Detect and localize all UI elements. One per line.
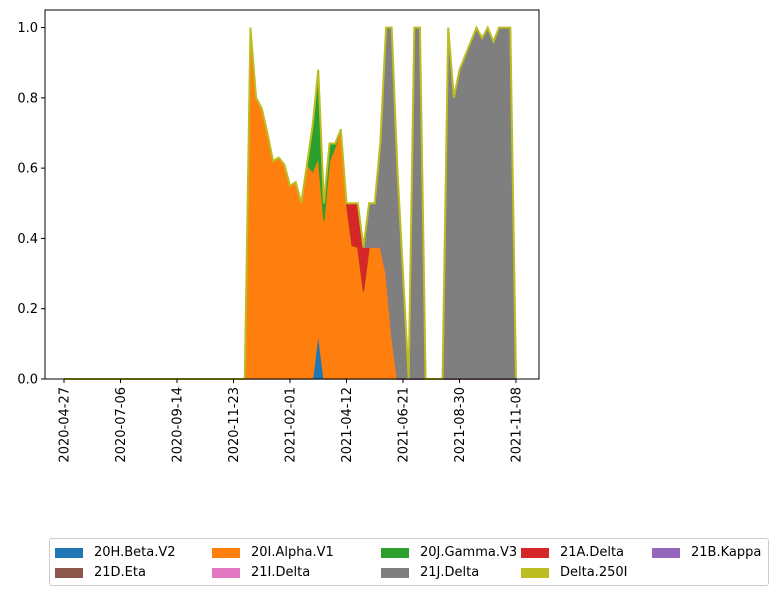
x-tick-label: 2020-07-06 <box>114 387 129 463</box>
legend-item: 21J.Delta <box>381 565 479 580</box>
x-tick-label: 2021-11-08 <box>510 387 525 463</box>
x-tick-label: 2020-04-27 <box>58 387 73 463</box>
legend-swatch <box>652 547 680 558</box>
legend-swatch <box>381 567 409 578</box>
legend-label: 20I.Alpha.V1 <box>251 545 334 560</box>
legend-swatch <box>55 547 83 558</box>
x-tick-label: 2021-04-12 <box>340 387 355 463</box>
legend-swatch <box>212 567 240 578</box>
y-tick-label: 0.6 <box>17 162 38 177</box>
y-tick-label: 0.8 <box>17 91 38 106</box>
legend-swatch <box>212 547 240 558</box>
legend-item: 20H.Beta.V2 <box>55 545 176 560</box>
legend-label: 21I.Delta <box>251 565 311 580</box>
legend-item: 21B.Kappa <box>652 545 761 560</box>
x-tick-label: 2021-08-30 <box>453 387 468 463</box>
legend-item: 20J.Gamma.V3 <box>381 545 517 560</box>
legend-item: 21D.Eta <box>55 565 146 580</box>
y-tick-label: 0.4 <box>17 232 38 247</box>
legend-label: 21J.Delta <box>420 565 480 580</box>
x-tick-label: 2021-06-21 <box>397 387 412 463</box>
x-tick-label: 2020-09-14 <box>171 387 186 463</box>
legend-label: 21D.Eta <box>94 565 146 580</box>
legend-item: 20I.Alpha.V1 <box>212 545 334 560</box>
x-tick-label: 2020-11-23 <box>227 387 242 463</box>
area-layer <box>64 25 517 380</box>
legend-item: 21A.Delta <box>521 545 624 560</box>
legend-swatch <box>521 567 549 578</box>
plot-frame <box>44 9 540 380</box>
y-tick-label: 0.0 <box>17 373 38 388</box>
y-tick-label: 0.2 <box>17 302 38 317</box>
legend-label: 20J.Gamma.V3 <box>420 545 518 560</box>
y-tick-label: 1.0 <box>17 21 38 36</box>
legend-swatch <box>381 547 409 558</box>
legend: 20H.Beta.V2 20I.Alpha.V1 20J.Gamma.V3 21A.D… <box>49 538 769 586</box>
axes: 0.0 0.2 0.4 0.6 0.8 1.0 2020-04-27 2020-07-06 20… <box>17 9 540 463</box>
x-tick-label: 2021-02-01 <box>284 387 299 463</box>
legend-swatch <box>55 567 83 578</box>
legend-item: 21I.Delta <box>212 565 310 580</box>
legend-label: Delta.250I <box>560 565 628 580</box>
legend-label: 20H.Beta.V2 <box>94 545 176 560</box>
legend-label: 21A.Delta <box>560 545 625 560</box>
legend-item: Delta.250I <box>521 565 627 580</box>
legend-label: 21B.Kappa <box>691 545 762 560</box>
legend-swatch <box>521 547 549 558</box>
